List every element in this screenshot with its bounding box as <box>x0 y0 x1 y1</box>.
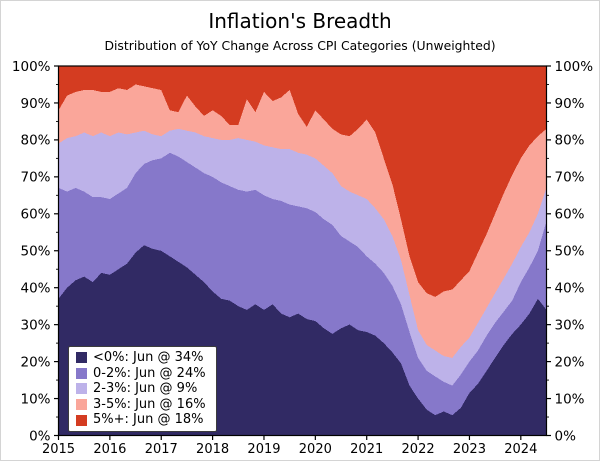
area-2to3pct <box>58 128 547 386</box>
legend-swatch-2to3pct <box>76 383 87 395</box>
x-tick-label: 2022 <box>402 442 435 457</box>
y-tick-label-left: 100% <box>12 59 51 75</box>
legend-label-lt0pct: <0%: Jun @ 34% <box>93 350 204 365</box>
chart-subtitle: Distribution of YoY Change Across CPI Ca… <box>104 38 496 53</box>
legend-item-lt0pct: <0%: Jun @ 34% <box>76 350 206 366</box>
legend-label-gt5pct: 5%+: Jun @ 18% <box>93 412 204 428</box>
legend-swatch-3to5pct <box>76 399 87 411</box>
legend-item-gt5pct: 5%+: Jun @ 18% <box>76 412 206 428</box>
y-tick-label-left: 70% <box>20 170 50 186</box>
x-tick-label: 2017 <box>145 442 178 457</box>
legend-label-3to5pct: 3-5%: Jun @ 16% <box>93 396 206 412</box>
x-tick-label: 2018 <box>196 442 229 457</box>
legend-label-2to3pct: 2-3%: Jun @ 9% <box>93 381 198 397</box>
y-tick-label-right: 30% <box>555 317 585 333</box>
y-tick-label-left: 0% <box>29 428 51 444</box>
legend-item-2to3pct: 2-3%: Jun @ 9% <box>76 381 206 397</box>
x-tick-label: 2015 <box>42 442 75 457</box>
legend-swatch-0to2pct <box>76 367 87 379</box>
y-tick-label-left: 50% <box>20 244 50 260</box>
y-tick-label-right: 0% <box>555 428 577 444</box>
y-tick-label-left: 90% <box>20 96 50 112</box>
x-tick-label: 2024 <box>504 442 537 457</box>
x-tick-label: 2019 <box>247 442 280 457</box>
x-tick-label: 2016 <box>93 442 126 457</box>
area-3to5pct <box>58 84 547 358</box>
y-tick-label-right: 10% <box>555 391 585 407</box>
y-tick-label-right: 20% <box>555 354 585 370</box>
x-tick-label: 2021 <box>350 442 383 457</box>
y-tick-label-left: 40% <box>20 281 50 297</box>
chart-title: Inflation's Breadth <box>208 9 392 33</box>
y-tick-label-right: 80% <box>555 133 585 149</box>
y-tick-label-right: 100% <box>555 59 594 75</box>
legend-item-0to2pct: 0-2%: Jun @ 24% <box>76 366 206 382</box>
area-gt5pct <box>58 66 547 297</box>
legend-swatch-lt0pct <box>76 352 87 364</box>
y-tick-label-right: 70% <box>555 170 585 186</box>
y-tick-label-right: 90% <box>555 96 585 112</box>
y-tick-label-left: 30% <box>20 317 50 333</box>
y-tick-label-left: 20% <box>20 354 50 370</box>
y-tick-label-right: 50% <box>555 244 585 260</box>
y-tick-label-left: 60% <box>20 207 50 223</box>
x-tick-label: 2020 <box>299 442 332 457</box>
y-tick-label-left: 10% <box>20 391 50 407</box>
legend-label-0to2pct: 0-2%: Jun @ 24% <box>93 365 206 381</box>
legend-item-3to5pct: 3-5%: Jun @ 16% <box>76 397 206 413</box>
y-tick-label-left: 80% <box>20 133 50 149</box>
y-tick-label-right: 60% <box>555 207 585 223</box>
x-tick-label: 2023 <box>453 442 486 457</box>
legend-swatch-gt5pct <box>76 414 87 426</box>
area-0to2pct <box>58 152 547 416</box>
legend: <0%: Jun @ 34% 0-2%: Jun @ 24% 2-3%: Jun… <box>68 346 217 432</box>
y-tick-label-right: 40% <box>555 281 585 297</box>
